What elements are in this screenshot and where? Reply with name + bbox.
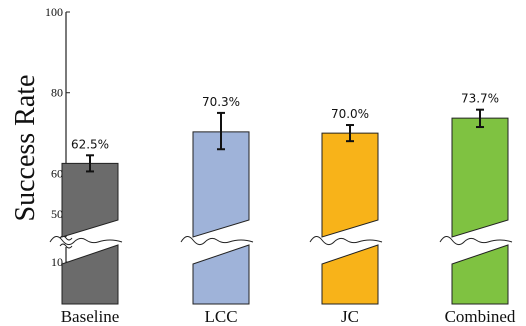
bar-lower-segment — [451, 244, 509, 305]
y-tick-label: 100 — [45, 5, 63, 19]
bar-lower-segment — [192, 244, 250, 305]
value-labels: 62.5% 70.3% 70.0% 73.7% — [71, 92, 499, 152]
value-label: 73.7% — [461, 92, 499, 106]
bar-upper-segment — [61, 162, 119, 238]
y-tick-label: 80 — [51, 86, 63, 100]
bar-upper-segment — [451, 117, 509, 238]
bar-upper-segment — [321, 132, 379, 238]
bar-break-squiggle — [49, 236, 123, 246]
value-label: 70.3% — [202, 95, 240, 109]
x-tick-label: JC — [341, 307, 359, 326]
x-tick-labels: Baseline LCC JC Combined — [61, 307, 516, 326]
bar-lower-segment — [321, 244, 379, 305]
y-axis: 10 50 60 80 100 — [45, 5, 73, 304]
value-label: 70.0% — [331, 107, 369, 121]
bar-break-squiggle — [180, 236, 254, 246]
axis-break-gap — [62, 237, 70, 247]
bar-lower-segment — [61, 244, 119, 305]
bar-break-squiggle — [309, 236, 383, 246]
bars — [49, 108, 513, 305]
axis-break-mark-bottom — [59, 243, 73, 249]
bar-upper-segment — [192, 131, 250, 238]
y-tick-label: 60 — [51, 166, 63, 180]
y-tick-label: 10 — [51, 255, 63, 269]
value-label: 62.5% — [71, 137, 109, 151]
x-tick-label: Combined — [445, 307, 516, 326]
x-tick-label: Baseline — [61, 307, 120, 326]
x-tick-label: LCC — [204, 307, 237, 326]
bar-break-squiggle — [439, 236, 513, 246]
y-tick-label: 50 — [51, 207, 63, 221]
y-axis-label: Success Rate — [10, 75, 41, 222]
